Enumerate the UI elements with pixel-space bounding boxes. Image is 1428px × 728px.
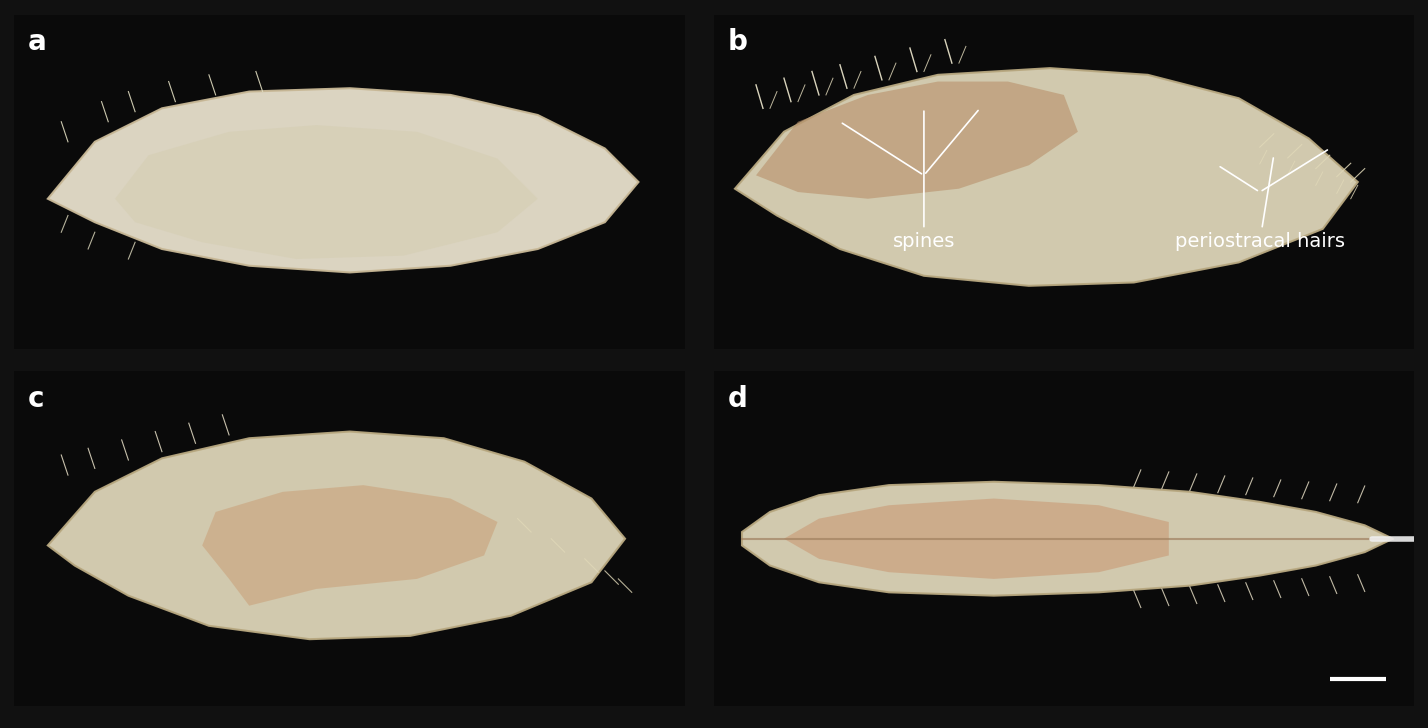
Polygon shape	[49, 88, 638, 272]
Text: d: d	[728, 384, 748, 413]
Polygon shape	[203, 485, 497, 606]
Polygon shape	[114, 125, 538, 259]
Polygon shape	[743, 482, 1392, 596]
Text: c: c	[27, 384, 44, 413]
Polygon shape	[735, 68, 1358, 286]
Polygon shape	[755, 82, 1078, 199]
Text: spines: spines	[892, 111, 955, 251]
Polygon shape	[49, 432, 625, 639]
Text: b: b	[728, 28, 748, 56]
Text: a: a	[27, 28, 47, 56]
Text: periostracal hairs: periostracal hairs	[1175, 158, 1345, 251]
Polygon shape	[784, 499, 1168, 579]
